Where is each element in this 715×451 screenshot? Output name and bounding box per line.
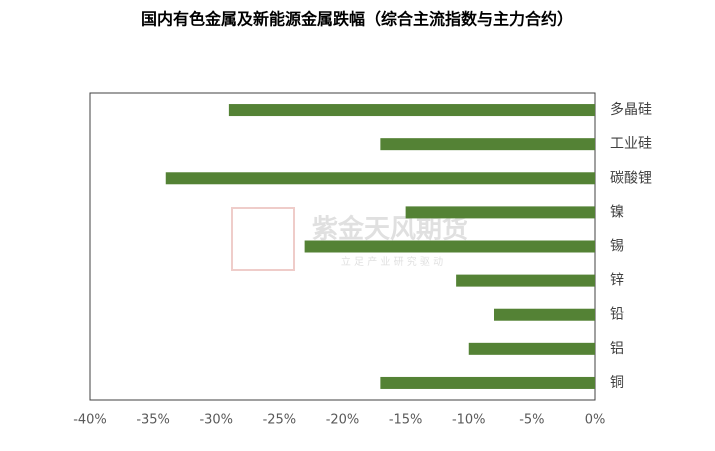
bar [228, 104, 595, 117]
bar [468, 342, 595, 355]
y-tick-label: 铝 [610, 341, 624, 357]
y-tick-label: 铜 [610, 375, 624, 391]
bar [380, 376, 595, 389]
bar [165, 172, 595, 185]
x-tick-label: -40% [73, 413, 107, 428]
x-tick-label: -5% [519, 413, 544, 428]
watermark-logo [231, 207, 295, 271]
bar [380, 138, 595, 151]
x-tick-label: -10% [452, 413, 486, 428]
x-tick-label: -15% [389, 413, 423, 428]
x-tick-label: -20% [326, 413, 360, 428]
watermark: 紫金天风期货 立 足 产 业 研 究 驱 动 [231, 207, 468, 271]
x-tick-label: -30% [199, 413, 233, 428]
chart-title: 国内有色金属及新能源金属跌幅（综合主流指数与主力合约） [141, 10, 573, 29]
y-tick-label: 锡 [610, 239, 624, 255]
bar [304, 240, 595, 253]
x-tick-label: -25% [263, 413, 297, 428]
y-tick-label: 铅 [610, 307, 624, 323]
y-tick-label: 碳酸锂 [610, 170, 652, 186]
y-tick-label: 镍 [610, 204, 624, 220]
y-tick-label: 锌 [610, 273, 624, 289]
bar [405, 206, 595, 219]
bar [494, 308, 595, 321]
x-tick-label: -35% [136, 413, 170, 428]
watermark-name: 紫金天风期货 [312, 214, 468, 245]
watermark-slogan: 立 足 产 业 研 究 驱 动 [341, 255, 443, 268]
y-tick-label: 多晶硅 [610, 101, 652, 118]
bar [456, 274, 595, 287]
y-tick-label: 工业硅 [610, 136, 652, 152]
x-tick-label: 0% [585, 413, 606, 428]
